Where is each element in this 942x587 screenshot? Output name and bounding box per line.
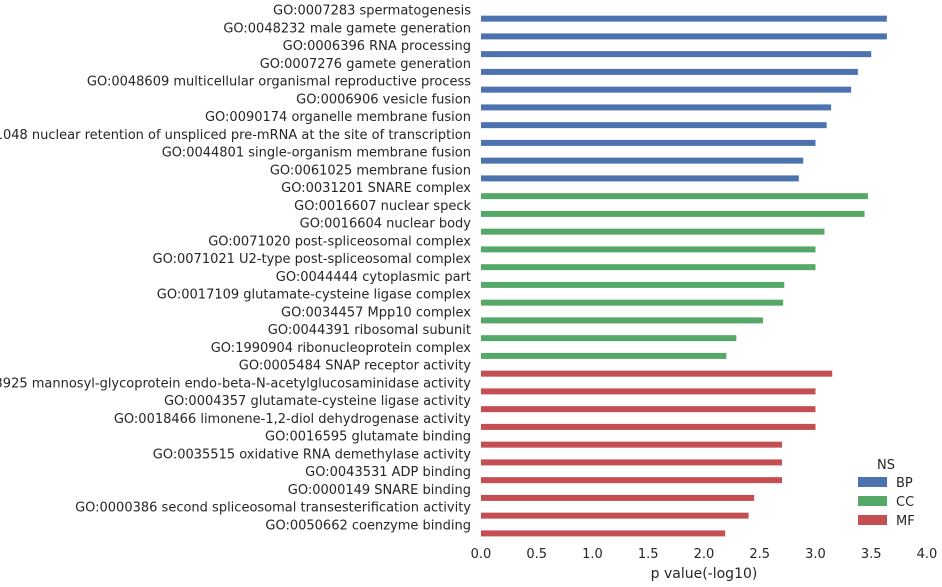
category-label-22: GO:0033925 mannosyl-glycoprotein endo-be…	[0, 376, 471, 391]
bar-23	[481, 406, 816, 413]
x-tick-label-2: 0.5	[526, 547, 547, 562]
category-label-25: GO:0016595 glutamate binding	[265, 430, 471, 445]
legend-label-cc: CC	[896, 495, 914, 510]
bar-4	[481, 68, 858, 75]
bar-13	[481, 228, 825, 235]
bar-24	[481, 423, 816, 430]
legend-title: NS	[877, 458, 895, 473]
bar-15	[481, 264, 816, 271]
category-label-10: GO:0061025 membrane fusion	[270, 163, 471, 178]
category-label-16: GO:0044444 cytoplasmic part	[276, 270, 471, 285]
bar-7	[481, 122, 827, 129]
legend-swatch-bp	[858, 477, 887, 487]
category-label-15: GO:0071021 U2-type post-spliceosomal com…	[153, 252, 472, 267]
x-tick-label-8: 3.5	[861, 547, 882, 562]
legend-label-bp: BP	[896, 476, 913, 491]
bar-19	[481, 335, 737, 342]
bar-9	[481, 157, 804, 164]
bar-12	[481, 210, 865, 217]
bar-26	[481, 459, 783, 466]
category-label-5: GO:0048609 multicellular organismal repr…	[87, 75, 471, 90]
legend-swatch-cc	[858, 496, 887, 506]
category-label-9: GO:0044801 single-organism membrane fusi…	[162, 146, 471, 161]
bar-30	[481, 530, 726, 537]
category-label-11: GO:0031201 SNARE complex	[281, 181, 471, 196]
bar-22	[481, 388, 816, 395]
bar-11	[481, 193, 868, 200]
category-label-17: GO:0017109 glutamate-cysteine ligase com…	[157, 288, 472, 303]
x-axis-label: p value(-log10)	[651, 566, 758, 582]
category-label-7: GO:0090174 organelle membrane fusion	[205, 110, 471, 125]
category-label-14: GO:0071020 post-spliceosomal complex	[208, 234, 471, 249]
category-label-24: GO:0018466 limonene-1,2-diol dehydrogena…	[114, 412, 471, 427]
category-label-19: GO:0044391 ribosomal subunit	[268, 323, 471, 338]
category-label-23: GO:0004357 glutamate-cysteine ligase act…	[164, 394, 471, 409]
legend-label-mf: MF	[896, 514, 915, 529]
category-label-26: GO:0035515 oxidative RNA demethylase act…	[153, 447, 472, 462]
bar-29	[481, 512, 749, 519]
category-label-30: GO:0050662 coenzyme binding	[265, 518, 471, 533]
x-tick-label-3: 1.0	[582, 547, 603, 562]
x-tick-label-1: 0.0	[471, 547, 492, 562]
bar-6	[481, 104, 832, 111]
category-label-20: GO:1990904 ribonucleoprotein complex	[211, 341, 472, 356]
category-label-12: GO:0016607 nuclear speck	[294, 199, 471, 214]
bar-28	[481, 494, 755, 501]
bar-18	[481, 317, 764, 324]
bar-27	[481, 477, 783, 484]
legend: NS BP CC MF	[858, 458, 915, 529]
x-tick-label-7: 3.0	[805, 547, 826, 562]
category-label-27: GO:0043531 ADP binding	[305, 465, 471, 480]
category-label-29: GO:0000386 second spliceosomal transeste…	[75, 501, 471, 516]
legend-swatch-mf	[858, 515, 887, 525]
category-label-18: GO:0034457 Mpp10 complex	[281, 305, 471, 320]
bars-layer	[481, 15, 887, 537]
category-label-6: GO:0006906 vesicle fusion	[296, 92, 471, 107]
category-label-1: GO:0007283 spermatogenesis	[273, 4, 471, 19]
category-label-21: GO:0005484 SNAP receptor activity	[239, 359, 472, 374]
x-tick-label-6: 2.5	[749, 547, 770, 562]
bar-17	[481, 299, 784, 306]
x-tick-label-9: 4.0	[917, 547, 938, 562]
bar-16	[481, 281, 785, 288]
x-tick-label-4: 1.5	[638, 547, 659, 562]
x-tick-labels: 0.0 0.5 1.0 1.5 2.0 2.5 3.0 3.5 4.0	[471, 547, 938, 562]
category-label-8: GO:0071048 nuclear retention of unsplice…	[0, 128, 471, 143]
bar-3	[481, 51, 872, 58]
bar-21	[481, 370, 833, 377]
bar-5	[481, 86, 852, 93]
category-label-4: GO:0007276 gamete generation	[260, 57, 471, 72]
category-label-13: GO:0016604 nuclear body	[300, 217, 472, 232]
bar-1	[481, 15, 887, 22]
category-label-3: GO:0006396 RNA processing	[283, 39, 471, 54]
bar-25	[481, 441, 783, 448]
bar-10	[481, 175, 799, 182]
bar-8	[481, 139, 816, 146]
category-label-28: GO:0000149 SNARE binding	[288, 483, 471, 498]
x-tick-label-5: 2.0	[694, 547, 715, 562]
category-labels: GO:0007283 spermatogenesis GO:0048232 mal…	[0, 4, 471, 534]
bar-20	[481, 352, 727, 359]
bar-2	[481, 33, 887, 40]
bar-14	[481, 246, 816, 253]
category-label-2: GO:0048232 male gamete generation	[223, 21, 471, 36]
